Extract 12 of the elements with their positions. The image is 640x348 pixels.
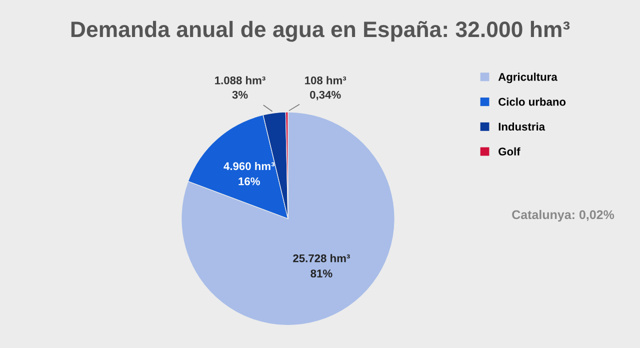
pie-slice bbox=[188, 114, 288, 220]
pie-slice bbox=[180, 112, 396, 326]
chart-title: Demanda anual de agua en España: 32.000 hm³ bbox=[71, 20, 570, 42]
data-label: 25.728 hm³ 81% bbox=[293, 254, 350, 278]
text: Catalunya: 0,02% bbox=[512, 210, 614, 222]
legend-label: Ciclo urbano bbox=[498, 98, 566, 106]
data-label: 108 hm³ 0,34% bbox=[305, 76, 346, 100]
legend-label: Golf bbox=[498, 147, 520, 156]
data-label: 1.088 hm³ 3% bbox=[215, 76, 266, 99]
legend-label: Agricultura bbox=[498, 72, 558, 84]
legend-label: Industria bbox=[498, 122, 546, 131]
data-label: 4.960 hm³ 16% bbox=[224, 162, 275, 186]
